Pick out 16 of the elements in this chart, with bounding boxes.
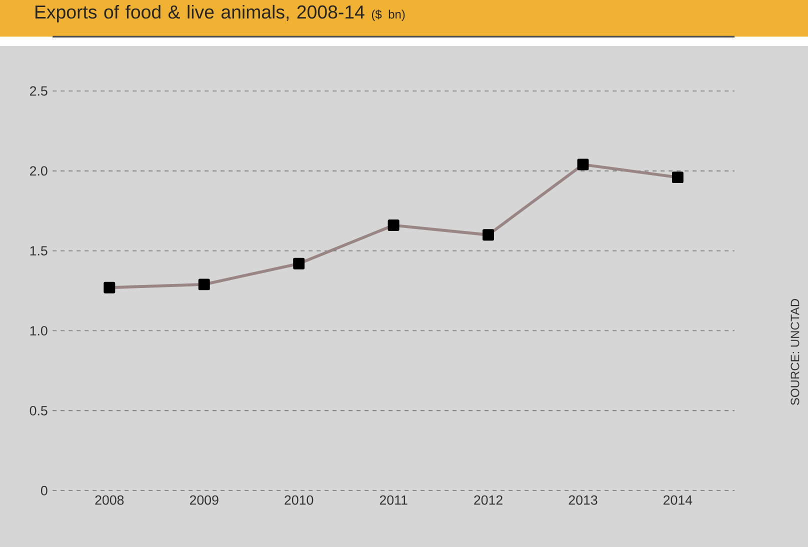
y-tick-label: 0.5	[30, 406, 48, 416]
y-tick-label: 1.5	[30, 246, 48, 256]
source-note: SOURCE: UNCTAD	[790, 299, 800, 405]
x-tick-label: 2013	[568, 495, 598, 505]
x-tick-label: 2008	[95, 495, 124, 505]
x-tick-label: 2012	[474, 495, 502, 505]
y-tick-label: 1.0	[30, 326, 48, 336]
x-tick-label: 2014	[664, 495, 692, 505]
y-tick-label: 0	[40, 486, 48, 496]
x-tick-label: 2010	[284, 495, 314, 505]
chart-title: Exports of food & live animals, 2008-14	[36, 4, 364, 22]
x-tick-label: 2011	[380, 495, 408, 505]
x-tick-label: 2009	[190, 495, 218, 505]
chart-subtitle: ($ bn)	[372, 10, 405, 21]
y-tick-label: 2.5	[30, 86, 48, 96]
y-tick-label: 2.0	[30, 166, 48, 176]
